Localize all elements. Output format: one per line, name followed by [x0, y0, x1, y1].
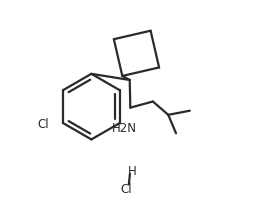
Text: H2N: H2N	[112, 121, 137, 134]
Text: Cl: Cl	[120, 182, 132, 195]
Text: H: H	[128, 164, 137, 177]
Text: Cl: Cl	[38, 117, 50, 130]
